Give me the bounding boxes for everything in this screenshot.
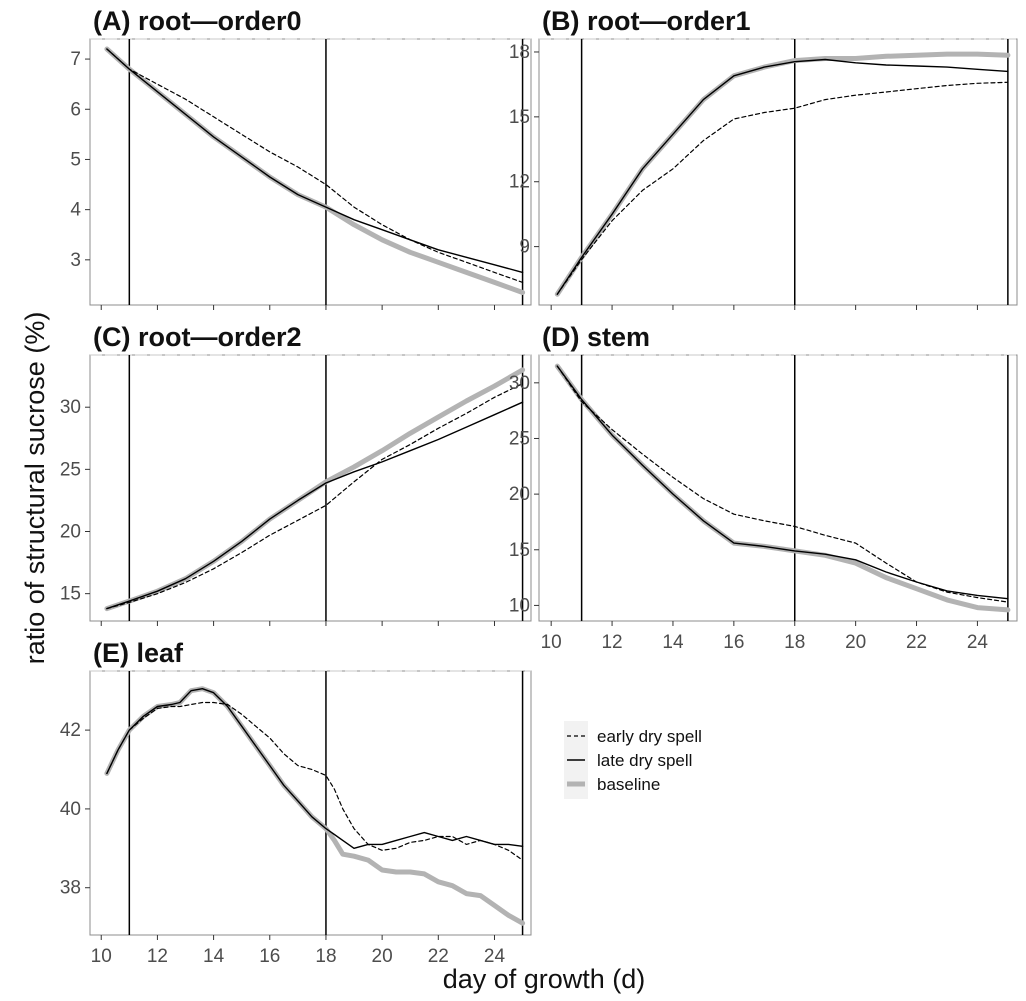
series-line-late-dry-spell [106, 48, 524, 274]
y-tick-label: 12 [509, 172, 530, 193]
x-tick-label: 12 [601, 632, 622, 653]
legend: early dry spell late dry spell baseline [564, 721, 702, 799]
plot-area [89, 38, 532, 306]
series-line-early-dry-spell [106, 701, 524, 861]
panel-4: (D) stem 10 15 20 25 30 10 12 14 16 18 20 22 24 [509, 322, 1018, 653]
x-tick-label: 14 [203, 946, 225, 967]
panel-title: (B) root—order1 [542, 6, 751, 36]
x-tick-label: 16 [259, 946, 280, 967]
x-tick-label: 16 [723, 632, 744, 653]
series-line-early-dry-spell [556, 81, 1009, 295]
series-line-early-dry-spell [106, 48, 524, 283]
series-line-late-dry-spell [556, 365, 1009, 600]
x-tick-label: 14 [662, 632, 684, 653]
series-line-late-dry-spell [556, 58, 1009, 295]
y-tick-label: 30 [509, 373, 530, 394]
y-tick-label: 3 [70, 250, 81, 271]
panel-3: (C) root—order2 15 20 25 30 [60, 322, 532, 626]
y-tick-label: 42 [60, 720, 81, 741]
y-tick-label: 15 [60, 584, 81, 605]
x-tick-label: 12 [147, 946, 168, 967]
y-tick-label: 9 [519, 237, 530, 258]
y-tick-label: 10 [509, 595, 530, 616]
x-tick-label: 18 [315, 946, 336, 967]
x-tick-label: 18 [784, 632, 805, 653]
panel-title: (E) leaf [93, 638, 184, 668]
x-tick-label: 10 [541, 632, 562, 653]
x-tick-label: 20 [372, 946, 393, 967]
panel-title: (C) root—order2 [93, 322, 302, 352]
legend-label-baseline: baseline [597, 775, 660, 794]
y-tick-label: 6 [70, 99, 81, 120]
y-tick-label: 25 [60, 459, 81, 480]
plot-area [538, 354, 1018, 622]
x-tick-label: 24 [484, 946, 506, 967]
series-line-early-dry-spell [556, 365, 1009, 603]
y-tick-label: 7 [70, 49, 81, 70]
x-tick-label: 10 [91, 946, 112, 967]
panel-5: (E) leaf 38 40 42 10 12 14 16 18 20 22 24 [60, 638, 532, 967]
y-tick-label: 40 [60, 799, 81, 820]
y-tick-label: 4 [70, 200, 81, 221]
y-tick-label: 15 [509, 107, 530, 128]
plot-area [538, 38, 1018, 306]
chart-panels: (A) root—order0 3 4 5 6 7 (B) root—order1 9 12 15… [60, 6, 1018, 967]
y-tick-label: 20 [509, 484, 530, 505]
y-axis-title: ratio of structural sucrose (%) [20, 312, 50, 665]
x-tick-label: 20 [845, 632, 866, 653]
x-tick-label: 22 [906, 632, 927, 653]
series-line-late-dry-spell [106, 401, 524, 610]
y-tick-label: 30 [60, 397, 81, 418]
legend-label-late-dry-spell: late dry spell [597, 751, 692, 770]
plot-area [89, 354, 532, 622]
y-tick-label: 15 [509, 540, 530, 561]
panel-title: (D) stem [542, 322, 650, 352]
y-tick-label: 5 [70, 149, 81, 170]
panel-2: (B) root—order1 9 12 15 18 [509, 6, 1018, 310]
y-tick-label: 38 [60, 878, 81, 899]
y-tick-label: 25 [509, 428, 530, 449]
y-tick-label: 20 [60, 522, 81, 543]
x-tick-label: 22 [428, 946, 449, 967]
legend-label-early-dry-spell: early dry spell [597, 727, 702, 746]
x-axis-title: day of growth (d) [443, 964, 646, 994]
x-tick-label: 24 [967, 632, 989, 653]
series-line-early-dry-spell [106, 383, 524, 610]
panel-1: (A) root—order0 3 4 5 6 7 [70, 6, 532, 310]
series-line-late-dry-spell [106, 688, 524, 849]
panel-title: (A) root—order0 [93, 6, 302, 36]
y-tick-label: 18 [509, 42, 530, 63]
